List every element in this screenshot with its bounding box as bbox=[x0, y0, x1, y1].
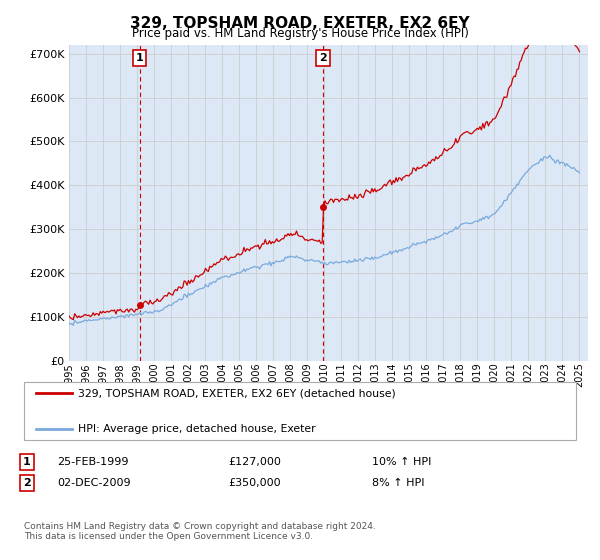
Text: 02-DEC-2009: 02-DEC-2009 bbox=[57, 478, 131, 488]
Text: 329, TOPSHAM ROAD, EXETER, EX2 6EY: 329, TOPSHAM ROAD, EXETER, EX2 6EY bbox=[130, 16, 470, 31]
Text: 329, TOPSHAM ROAD, EXETER, EX2 6EY (detached house): 329, TOPSHAM ROAD, EXETER, EX2 6EY (deta… bbox=[78, 388, 396, 398]
Text: 2: 2 bbox=[23, 478, 31, 488]
Text: 25-FEB-1999: 25-FEB-1999 bbox=[57, 457, 128, 467]
Text: 10% ↑ HPI: 10% ↑ HPI bbox=[372, 457, 431, 467]
Text: HPI: Average price, detached house, Exeter: HPI: Average price, detached house, Exet… bbox=[78, 424, 316, 434]
Text: 1: 1 bbox=[136, 53, 143, 63]
Text: £350,000: £350,000 bbox=[228, 478, 281, 488]
Text: 8% ↑ HPI: 8% ↑ HPI bbox=[372, 478, 425, 488]
Text: 1: 1 bbox=[23, 457, 31, 467]
Text: Price paid vs. HM Land Registry's House Price Index (HPI): Price paid vs. HM Land Registry's House … bbox=[131, 27, 469, 40]
Text: £127,000: £127,000 bbox=[228, 457, 281, 467]
Text: Contains HM Land Registry data © Crown copyright and database right 2024.
This d: Contains HM Land Registry data © Crown c… bbox=[24, 522, 376, 542]
Text: 2: 2 bbox=[319, 53, 327, 63]
